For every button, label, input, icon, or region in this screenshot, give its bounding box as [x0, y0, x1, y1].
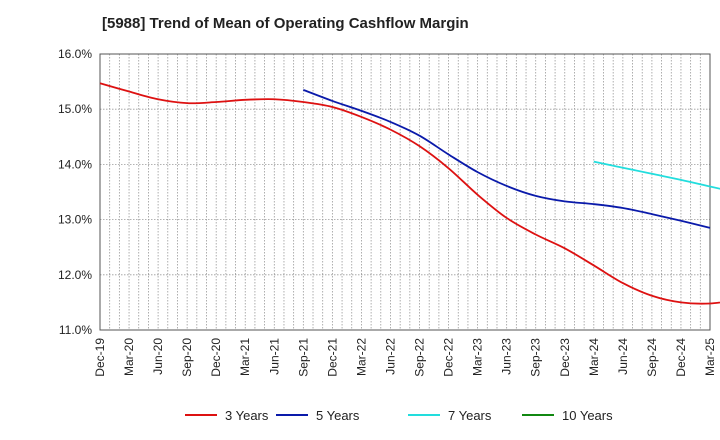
x-tick-label: Sep-20	[180, 338, 194, 377]
x-tick-label: Sep-24	[645, 338, 659, 377]
x-tick-label: Jun-20	[151, 338, 165, 375]
y-tick-label: 13.0%	[58, 213, 92, 227]
x-tick-label: Mar-24	[587, 338, 601, 376]
x-axis: Dec-19 Mar-20 Jun-20 Sep-20 Dec-20 Mar-21 Jun-…	[93, 338, 717, 377]
legend: 3 Years 5 Years 7 Years 10 Years	[185, 408, 613, 423]
y-tick-label: 15.0%	[58, 102, 92, 116]
grid	[100, 54, 710, 330]
x-tick-label: Jun-21	[267, 338, 281, 375]
y-tick-label: 11.0%	[59, 323, 92, 337]
series-line-5-years	[303, 89, 711, 229]
x-tick-label: Mar-21	[238, 338, 252, 376]
x-tick-label: Sep-21	[296, 338, 310, 377]
x-tick-label: Mar-23	[471, 338, 485, 376]
x-tick-label: Sep-23	[529, 338, 543, 377]
x-tick-label: Dec-20	[209, 338, 223, 377]
x-tick-label: Dec-22	[442, 338, 456, 377]
x-tick-label: Dec-19	[93, 338, 107, 377]
legend-label-10-years: 10 Years	[562, 408, 613, 423]
x-tick-label: Dec-21	[325, 338, 339, 377]
x-tick-label: Jun-23	[500, 338, 514, 375]
y-tick-label: 16.0%	[58, 47, 92, 61]
x-tick-label: Sep-22	[413, 338, 427, 377]
y-tick-label: 14.0%	[58, 157, 92, 171]
chart-title: [5988] Trend of Mean of Operating Cashfl…	[102, 15, 469, 32]
y-axis: 11.0% 12.0% 13.0% 14.0% 15.0% 16.0%	[58, 47, 92, 337]
x-tick-label: Jun-24	[616, 338, 630, 375]
legend-label-7-years: 7 Years	[448, 408, 492, 423]
x-tick-label: Jun-22	[383, 338, 397, 375]
series-line-7-years	[593, 160, 720, 190]
x-tick-label: Mar-22	[354, 338, 368, 376]
series-lines	[99, 82, 720, 305]
legend-label-5-years: 5 Years	[316, 408, 360, 423]
legend-label-3-years: 3 Years	[225, 408, 269, 423]
x-tick-label: Mar-25	[703, 338, 717, 376]
plot-frame	[99, 53, 711, 331]
x-tick-label: Dec-23	[558, 338, 572, 377]
y-tick-label: 12.0%	[58, 268, 92, 282]
x-tick-label: Dec-24	[674, 338, 688, 377]
x-tick-label: Mar-20	[122, 338, 136, 376]
series-line-3-years	[99, 82, 720, 305]
